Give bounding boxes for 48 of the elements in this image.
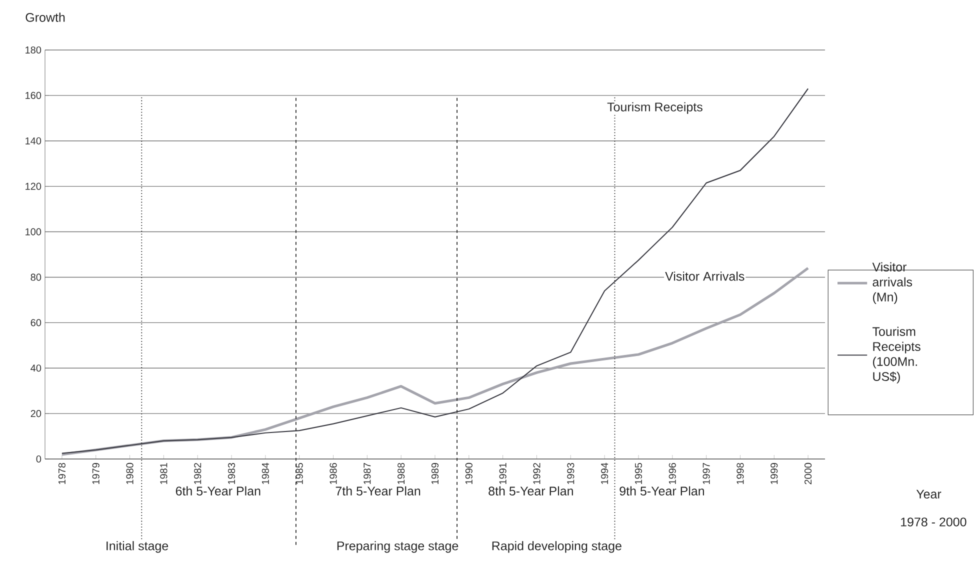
legend-label: Visitor arrivals (Mn)	[872, 262, 912, 304]
text: Initial stage	[106, 541, 168, 553]
y-tick-label: 180	[26, 46, 42, 54]
x-tick-label: 1997	[702, 463, 710, 484]
line-series	[61, 88, 809, 454]
x-tick-label: 1999	[770, 463, 778, 484]
text: Year	[916, 490, 942, 499]
x-tick-label: 1980	[126, 462, 134, 484]
x-tick-label: 1988	[398, 462, 405, 484]
x-tick-label: 1986	[330, 462, 337, 484]
x-tick-label: 1998	[736, 462, 744, 484]
x-tick-label: 1982	[194, 463, 202, 484]
text: 9th 5-Year Plan	[620, 486, 704, 496]
y-tick-label: 0	[36, 455, 42, 463]
y-tick-label: 140	[26, 137, 42, 144]
text: 6th 5-Year Plan	[176, 486, 260, 496]
y-tick-label: 100	[26, 228, 42, 236]
annotation: Tourism Receipts	[607, 102, 702, 114]
y-axis-title: Growth	[26, 12, 65, 22]
x-tick-label: 1991	[499, 463, 506, 484]
text: 1978 - 2000	[901, 518, 966, 526]
x-tick-label: 1992	[533, 463, 540, 484]
x-tick-label: 1985	[296, 462, 303, 484]
x-tick-label: 1979	[92, 463, 100, 484]
x-tick-label: 1987	[364, 463, 371, 484]
y-tick-label: 160	[26, 92, 42, 99]
y-tick-label: 80	[30, 274, 42, 281]
x-tick-label: 1989	[431, 463, 439, 484]
legend-label: Tourism Receipts (100Mn. US$)	[872, 326, 920, 384]
x-tick-label: 1993	[567, 462, 574, 484]
x-tick-label: 1981	[160, 463, 168, 484]
x-tick-label: 1978	[58, 462, 66, 484]
x-tick-label: 1994	[601, 462, 608, 484]
y-tick-label: 60	[30, 319, 42, 326]
x-tick-label: 1983	[228, 462, 236, 484]
text: Rapid developing stage	[492, 541, 622, 553]
x-tick-label: 2000	[804, 462, 812, 484]
text: 7th 5-Year Plan	[336, 486, 420, 496]
text: 8th 5-Year Plan	[488, 486, 573, 496]
y-tick-label: 20	[30, 410, 42, 418]
annotation: Visitor Arrivals	[665, 272, 744, 281]
x-tick-label: 1995	[634, 462, 642, 484]
y-tick-label: 120	[26, 182, 42, 190]
x-tick-label: 1990	[465, 462, 472, 484]
x-tick-label: 1996	[668, 462, 676, 484]
y-tick-label: 40	[30, 364, 42, 372]
text: Preparing stage stage	[337, 541, 458, 553]
x-tick-label: 1984	[262, 462, 269, 484]
